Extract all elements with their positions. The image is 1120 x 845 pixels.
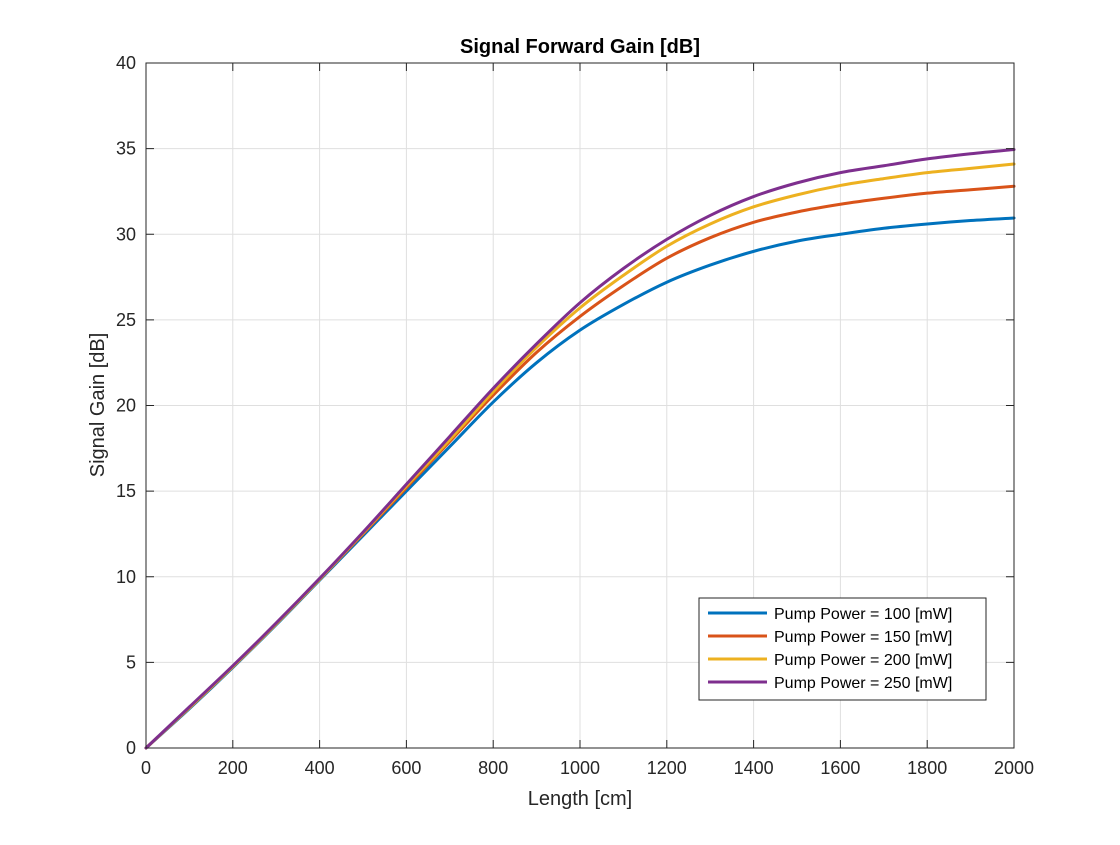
series-line-4 bbox=[144, 147, 1016, 750]
x-tick-label: 800 bbox=[478, 758, 508, 778]
y-tick-label: 20 bbox=[116, 396, 136, 416]
x-tick-label: 1800 bbox=[907, 758, 947, 778]
legend-label-3: Pump Power = 200 [mW] bbox=[774, 652, 952, 669]
y-tick-label: 25 bbox=[116, 310, 136, 330]
x-tick-label: 1000 bbox=[560, 758, 600, 778]
chart-title: Signal Forward Gain [dB] bbox=[460, 36, 700, 58]
x-tick-label: 400 bbox=[305, 758, 335, 778]
axis-ticks: 0 200 400 600 800 1000 1200 1400 1600 1800 2000 0 5 1… bbox=[116, 53, 1034, 778]
series-lines bbox=[144, 147, 1016, 750]
y-tick-label: 5 bbox=[126, 652, 136, 672]
x-tick-label: 600 bbox=[391, 758, 421, 778]
x-tick-label: 1200 bbox=[647, 758, 687, 778]
legend: Pump Power = 100 [mW] Pump Power = 150 [m… bbox=[698, 597, 987, 701]
y-tick-label: 35 bbox=[116, 139, 136, 159]
y-tick-label: 0 bbox=[126, 738, 136, 758]
x-tick-label: 1600 bbox=[820, 758, 860, 778]
y-tick-label: 15 bbox=[116, 481, 136, 501]
y-axis-label: Signal Gain [dB] bbox=[87, 333, 109, 478]
legend-label-4: Pump Power = 250 [mW] bbox=[774, 675, 952, 692]
x-axis-label: Length [cm] bbox=[528, 788, 633, 810]
x-tick-label: 2000 bbox=[994, 758, 1034, 778]
y-tick-label: 30 bbox=[116, 224, 136, 244]
legend-label-1: Pump Power = 100 [mW] bbox=[774, 606, 952, 623]
y-tick-label: 40 bbox=[116, 53, 136, 73]
legend-label-2: Pump Power = 150 [mW] bbox=[774, 629, 952, 646]
x-tick-label: 200 bbox=[218, 758, 248, 778]
y-tick-label: 10 bbox=[116, 567, 136, 587]
x-tick-label: 0 bbox=[141, 758, 151, 778]
x-tick-label: 1400 bbox=[734, 758, 774, 778]
